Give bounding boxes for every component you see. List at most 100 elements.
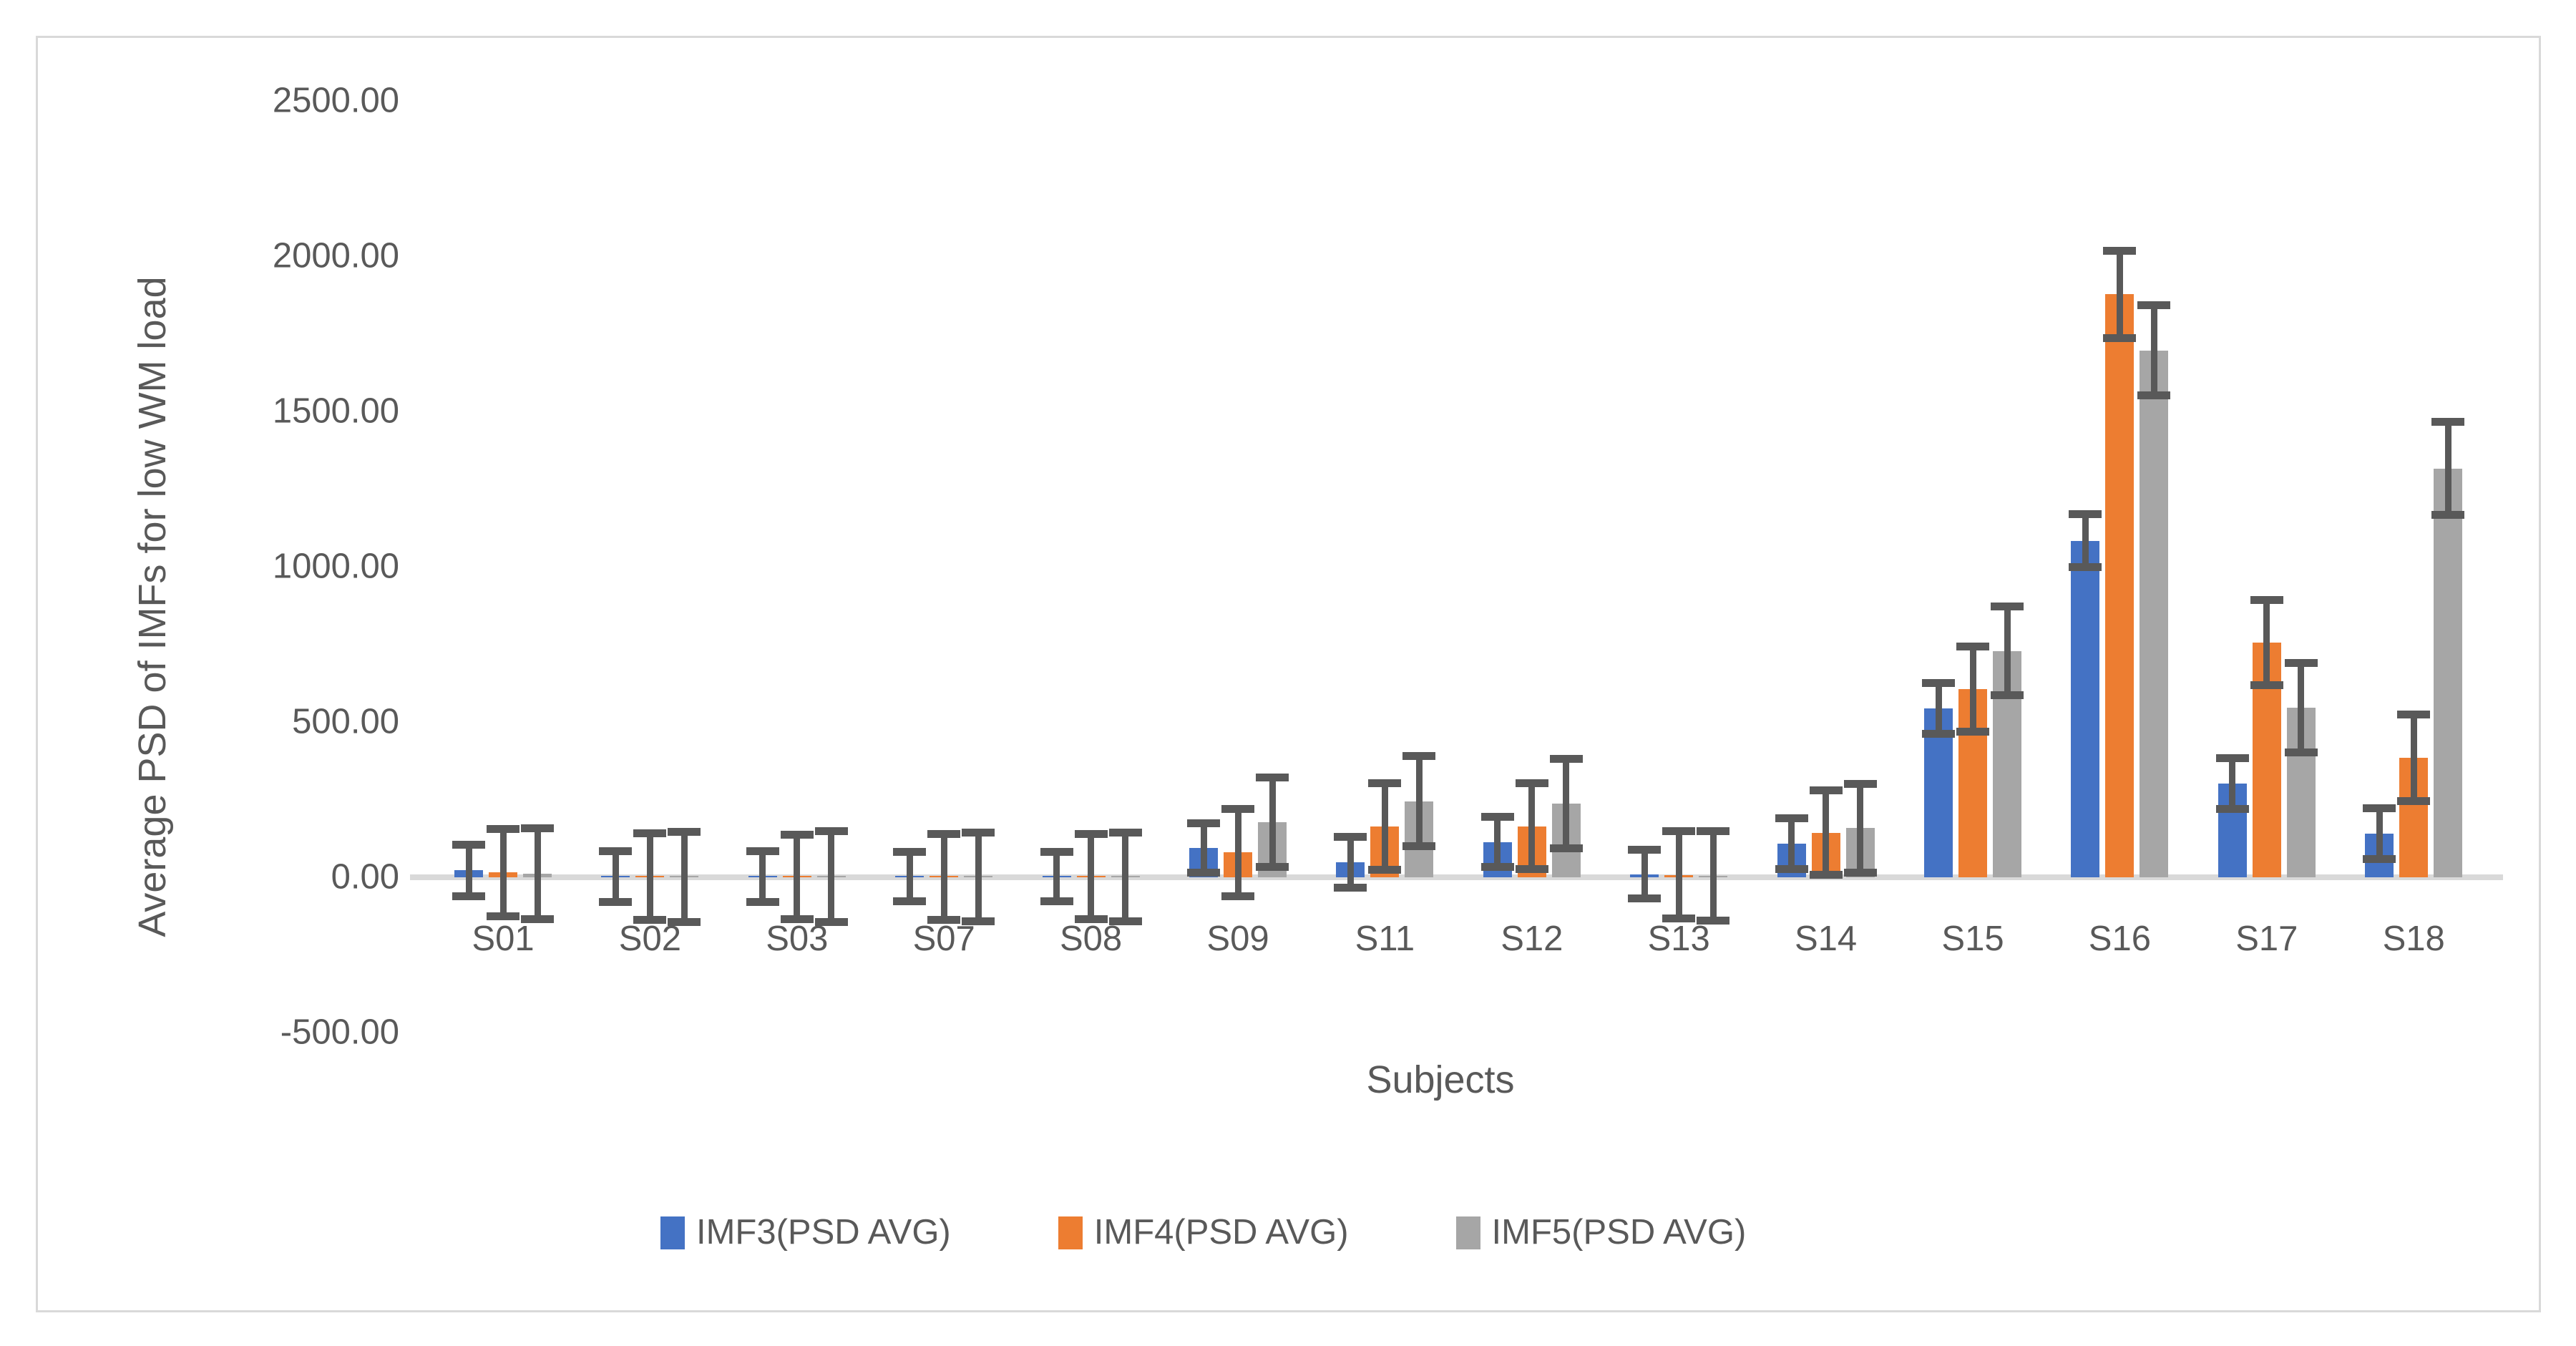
legend-label: IMF4(PSD AVG) [1093, 1213, 1349, 1252]
error-bar-cap-bottom [2103, 333, 2137, 342]
error-bar-cap-bottom [1256, 862, 1289, 871]
error-bar-line [1823, 790, 1830, 875]
y-tick-label: 2000.00 [272, 236, 399, 275]
error-bar-cap-top [1040, 847, 1073, 856]
error-bar-line [612, 851, 619, 902]
y-tick-label: 2500.00 [272, 81, 399, 120]
error-bar-cap-top [633, 829, 667, 837]
error-bar-cap-bottom [1775, 864, 1808, 873]
error-bar-line [2004, 606, 2011, 696]
error-bar-cap-top [1515, 779, 1548, 788]
x-tick-label: S14 [1795, 920, 1858, 958]
error-bar-cap-top [1991, 603, 2024, 611]
error-bar-cap-top [1334, 832, 1367, 841]
error-bar-line [646, 833, 653, 920]
bar-imf5-S16 [2140, 351, 2169, 877]
error-bar-cap-bottom [962, 917, 995, 926]
x-tick-label: S08 [1060, 920, 1123, 958]
error-bar-cap-top [1843, 780, 1877, 789]
error-bar-cap-bottom [1515, 865, 1548, 874]
error-bar-cap-bottom [2250, 681, 2283, 690]
bar-imf3-S16 [2071, 541, 2100, 877]
x-axis-title: Subjects [1366, 1058, 1515, 1101]
error-bar-cap-top [780, 830, 814, 839]
error-bar-cap-bottom [1368, 865, 1402, 874]
error-bar-cap-bottom [452, 892, 485, 900]
x-axis-baseline [410, 874, 2503, 880]
error-bar-line [1494, 816, 1501, 867]
x-tick-label: S17 [2235, 920, 2298, 958]
error-bar-line [1269, 777, 1276, 867]
error-bar-cap-bottom [1991, 691, 2024, 700]
error-bar-cap-bottom [1221, 892, 1254, 900]
x-tick-label: S18 [2382, 920, 2445, 958]
x-tick-label: S03 [766, 920, 829, 958]
legend-swatch-icon [1058, 1216, 1083, 1249]
error-bar-line [1122, 832, 1129, 922]
error-bar-line [2229, 758, 2236, 809]
error-bar-cap-bottom [487, 912, 519, 920]
error-bar-cap-top [814, 826, 848, 835]
error-bar-cap-bottom [1956, 727, 1989, 736]
legend: IMF3(PSD AVG) IMF4(PSD AVG) IMF5(PSD AVG) [660, 1215, 1746, 1250]
error-bar-cap-bottom [1843, 868, 1877, 877]
error-bar-line [975, 832, 982, 922]
error-bar-cap-top [521, 824, 554, 832]
error-bar-cap-top [2069, 510, 2102, 519]
error-bar-cap-bottom [1697, 916, 1730, 925]
error-bar-cap-top [1256, 773, 1289, 781]
error-bar-cap-bottom [2431, 511, 2465, 520]
error-bar-cap-bottom [2069, 563, 2102, 572]
error-bar-line [906, 852, 913, 902]
error-bar-cap-bottom [2284, 748, 2318, 757]
y-tick-label: 0.00 [331, 857, 399, 897]
legend-entry: IMF4(PSD AVG) [1058, 1215, 1349, 1250]
error-bar-cap-top [1549, 755, 1583, 764]
error-bar-cap-top [2250, 596, 2283, 605]
error-bar-cap-bottom [746, 897, 779, 906]
x-tick-label: S13 [1647, 920, 1710, 958]
error-bar-cap-top [1697, 826, 1730, 835]
error-bar-cap-top [2103, 247, 2137, 255]
error-bar-cap-top [668, 827, 701, 836]
error-bar-cap-top [599, 847, 633, 855]
error-bar-line [1088, 834, 1095, 920]
error-bar-cap-bottom [1108, 917, 1142, 925]
error-bar-line [2410, 714, 2417, 801]
y-tick-label: 1000.00 [272, 547, 399, 586]
chart-frame: Average PSD of IMFs for low WM load Subj… [36, 36, 2541, 1312]
error-bar-line [2444, 421, 2451, 515]
legend-label: IMF5(PSD AVG) [1491, 1213, 1747, 1252]
error-bar-cap-bottom [2215, 804, 2249, 813]
y-axis-title: Average PSD of IMFs for low WM load [131, 276, 174, 937]
error-bar-line [1675, 831, 1682, 919]
error-bar-cap-bottom [2137, 391, 2171, 400]
error-bar-cap-bottom [599, 897, 633, 906]
legend-swatch-icon [660, 1216, 685, 1249]
error-bar-cap-top [1074, 830, 1108, 839]
error-bar-cap-top [1809, 786, 1843, 795]
error-bar-line [2376, 808, 2383, 859]
error-bar-cap-bottom [1549, 844, 1583, 853]
error-bar-line [499, 829, 507, 917]
error-bar-line [1709, 831, 1717, 921]
error-bar-cap-top [962, 828, 995, 837]
error-bar-line [2263, 600, 2270, 686]
error-bar-cap-bottom [927, 915, 961, 924]
error-bar-cap-bottom [2363, 854, 2396, 863]
error-bar-cap-top [2363, 804, 2396, 812]
error-bar-line [1528, 783, 1536, 869]
error-bar-line [828, 831, 835, 922]
error-bar-line [1234, 809, 1241, 897]
error-bar-line [2150, 305, 2157, 396]
error-bar-cap-bottom [1480, 862, 1514, 871]
error-bar-cap-top [1956, 642, 1989, 650]
legend-swatch-icon [1455, 1216, 1480, 1249]
error-bar-cap-bottom [1922, 730, 1955, 738]
error-bar-line [680, 832, 688, 922]
error-bar-line [1969, 646, 1976, 732]
error-bar-cap-bottom [780, 915, 814, 923]
legend-entry: IMF5(PSD AVG) [1455, 1213, 1747, 1252]
x-tick-label: S09 [1206, 920, 1269, 958]
x-tick-label: S11 [1355, 920, 1415, 958]
